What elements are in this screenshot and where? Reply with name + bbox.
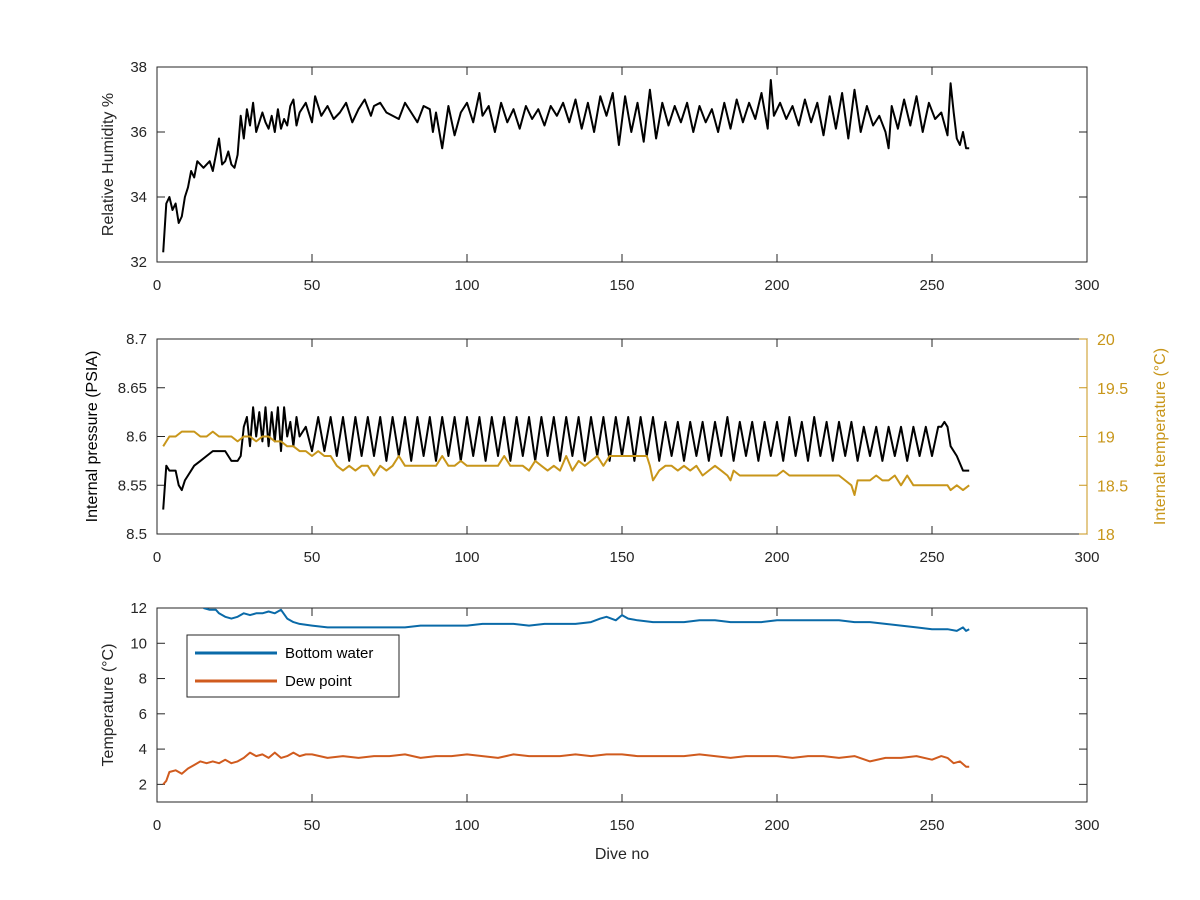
x-tick-label: 100 xyxy=(454,277,479,294)
x-tick-label: 100 xyxy=(454,549,479,566)
subplot-2: 0 50 100 150 200 250 300 8.5 8.55 8.6 8.65 8.7 18 18.… xyxy=(84,331,1169,566)
series-line-1 xyxy=(203,608,970,632)
y-tick-label: 8 xyxy=(139,671,147,688)
series-line-2 xyxy=(162,751,970,786)
x-tick-label: 250 xyxy=(919,549,944,566)
subplot-1: 0 50 100 150 200 250 300 32 34 36 38 Relative Humid… xyxy=(100,59,1100,294)
x-tick-label: 200 xyxy=(764,817,789,834)
x-tick-label: 0 xyxy=(153,277,161,294)
x-tick-label: 150 xyxy=(609,277,634,294)
y-tick-label: 34 xyxy=(130,189,147,206)
plot-area xyxy=(156,66,1088,263)
x-tick-label: 150 xyxy=(609,817,634,834)
series-line-1 xyxy=(162,406,970,510)
x-tick-label: 300 xyxy=(1074,277,1099,294)
x-tick-label: 300 xyxy=(1074,817,1099,834)
y-tick-label: 12 xyxy=(130,600,147,617)
y-tick-label-right: 19 xyxy=(1097,430,1115,447)
y-axis-label: Temperature (°C) xyxy=(100,644,117,767)
y-tick-label: 2 xyxy=(139,776,147,793)
x-axis-label: Dive no xyxy=(595,846,649,863)
x-tick-label: 50 xyxy=(304,549,321,566)
y-tick-label: 8.5 xyxy=(126,526,147,543)
y-tick-label: 8.7 xyxy=(126,331,147,348)
y-tick-label: 38 xyxy=(130,59,147,76)
plot-area xyxy=(156,338,1088,535)
y-tick-label: 10 xyxy=(130,635,147,652)
y-tick-label-right: 18.5 xyxy=(1097,478,1128,495)
y-tick-label: 32 xyxy=(130,254,147,271)
series-line-2 xyxy=(162,430,970,496)
y-tick-label: 8.65 xyxy=(118,380,147,397)
x-tick-label: 0 xyxy=(153,817,161,834)
y-axis-label: Internal pressure (PSIA) xyxy=(84,351,101,523)
y-axis-label-right: Internal temperature (°C) xyxy=(1152,348,1169,525)
y-tick-label-right: 20 xyxy=(1097,332,1115,349)
x-tick-label: 50 xyxy=(304,817,321,834)
legend-label: Dew point xyxy=(285,673,353,690)
x-tick-label: 250 xyxy=(919,817,944,834)
x-tick-label: 50 xyxy=(304,277,321,294)
y-tick-label: 36 xyxy=(130,124,147,141)
y-axis-label: Relative Humidity % xyxy=(100,93,117,236)
x-tick-label: 200 xyxy=(764,277,789,294)
x-tick-label: 0 xyxy=(153,549,161,566)
y-tick-label: 6 xyxy=(139,706,147,723)
legend-box xyxy=(186,634,400,698)
legend: Bottom water Dew point xyxy=(186,634,400,698)
x-tick-label: 250 xyxy=(919,277,944,294)
series-line-1 xyxy=(162,79,970,253)
x-tick-label: 200 xyxy=(764,549,789,566)
y-tick-label: 8.55 xyxy=(118,477,147,494)
y-tick-label: 4 xyxy=(139,741,147,758)
x-tick-label: 100 xyxy=(454,817,479,834)
subplot-3: 0 50 100 150 200 250 300 2 4 6 8 10 12 Temperature (°… xyxy=(100,600,1100,863)
y-tick-label-right: 18 xyxy=(1097,527,1115,544)
legend-label: Bottom water xyxy=(285,645,373,662)
y-tick-label-right: 19.5 xyxy=(1097,381,1128,398)
x-tick-label: 150 xyxy=(609,549,634,566)
y-tick-label: 8.6 xyxy=(126,429,147,446)
x-tick-label: 300 xyxy=(1074,549,1099,566)
